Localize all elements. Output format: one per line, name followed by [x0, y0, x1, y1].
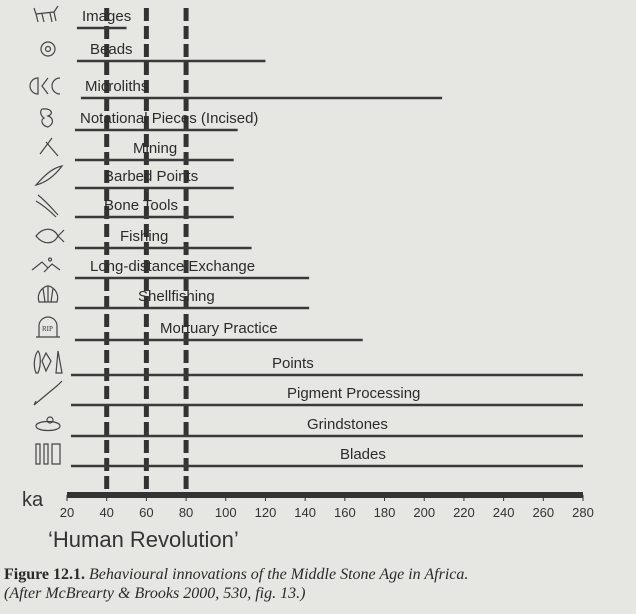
fish-icon: [35, 228, 65, 244]
x-tick-label: 260: [532, 505, 554, 520]
innovation-row: Barbed Points: [34, 165, 234, 190]
fish-icon-stroke: [35, 228, 65, 244]
microliths-icon-stroke: [29, 77, 61, 95]
stone-points-icon: [33, 350, 63, 374]
x-tick-label: 280: [572, 505, 594, 520]
innovation-row: Pigment Processing: [33, 380, 583, 407]
grindstone-icon: [35, 416, 61, 432]
innovation-row: Bone Tools: [35, 194, 234, 219]
innovation-row: Microliths: [29, 77, 443, 100]
axis-unit-label: ka: [22, 489, 44, 511]
bone-tool-icon: [35, 194, 59, 218]
innovation-row: Grindstones: [35, 416, 583, 438]
hands-exchange-icon-stroke: [31, 257, 61, 273]
hands-exchange-icon: [31, 257, 61, 273]
x-tick-label: 20: [60, 505, 74, 520]
innovation-row: Long-distance Exchange: [31, 257, 310, 280]
innovations-chart: Images Beads Microliths Notational Pieces (…: [22, 5, 594, 552]
innovation-label: Fishing: [120, 228, 168, 245]
blades-icon-stroke: [35, 443, 61, 465]
shell-icon: [37, 285, 59, 303]
caption-text: Behavioural innovations of the Middle St…: [89, 566, 469, 583]
grindstone-icon-stroke: [35, 420, 61, 432]
bone-tool-icon-stroke: [35, 194, 59, 218]
x-tick-label: 80: [179, 505, 193, 520]
shell-icon-stroke: [37, 285, 59, 303]
innovation-label: Shellfishing: [138, 288, 215, 305]
stone-points-icon-stroke: [33, 350, 63, 374]
bead-icon: [40, 41, 56, 57]
animal-painting-icon: [33, 5, 59, 23]
innovation-label: Notational Pieces (Incised): [80, 110, 258, 127]
brush-icon-stroke: [33, 380, 63, 406]
innovation-label: Mining: [133, 140, 177, 157]
x-tick-label: 160: [334, 505, 356, 520]
x-tick-label: 60: [139, 505, 153, 520]
gravestone-icon-stroke: [36, 316, 60, 338]
innovation-label: Long-distance Exchange: [90, 258, 255, 275]
innovation-row: Fishing: [35, 228, 252, 250]
innovation-label: Pigment Processing: [287, 385, 420, 402]
bead-icon-outer: [40, 41, 56, 57]
x-tick-label: 40: [99, 505, 113, 520]
innovation-row: Images: [33, 5, 131, 30]
innovation-row: Shellfishing: [37, 285, 310, 310]
innovation-row: Beads: [40, 41, 266, 63]
innovation-label: Blades: [340, 446, 386, 463]
pick-icon: [39, 137, 59, 157]
x-tick-label: 220: [453, 505, 475, 520]
innovation-label: Mortuary Practice: [160, 320, 278, 337]
innovation-label: Images: [82, 8, 131, 25]
rip-text: RIP: [42, 325, 53, 333]
incised-piece-icon-stroke: [40, 108, 54, 128]
human-revolution-label: ‘Human Revolution’: [48, 527, 239, 552]
animal-painting-icon-stroke: [33, 5, 59, 23]
gravestone-icon: RIP: [36, 316, 60, 338]
innovation-label: Barbed Points: [104, 168, 198, 185]
blades-icon: [35, 443, 61, 465]
innovation-label: Points: [272, 355, 314, 372]
x-tick-label: 140: [294, 505, 316, 520]
bead-icon-inner: [44, 45, 52, 53]
innovation-row: Notational Pieces (Incised): [40, 108, 258, 132]
grindstone-icon-stone: [46, 416, 54, 424]
figure-caption: Figure 12.1. Behavioural innovations of …: [4, 565, 468, 603]
innovation-label: Grindstones: [307, 416, 388, 433]
barbed-point-icon: [34, 165, 64, 187]
x-tick-label: 120: [255, 505, 277, 520]
x-tick-label: 100: [215, 505, 237, 520]
incised-piece-icon: [40, 108, 54, 128]
innovation-row: Points: [33, 350, 583, 377]
caption-source: (After McBrearty & Brooks 2000, 530, fig…: [4, 585, 306, 602]
x-tick-label: 240: [493, 505, 515, 520]
innovation-row: Blades: [35, 443, 583, 468]
x-tick-label: 200: [413, 505, 435, 520]
caption-label: Figure 12.1.: [4, 566, 86, 583]
brush-icon: [33, 380, 63, 406]
barbed-point-icon-stroke: [34, 165, 64, 187]
microliths-icon: [29, 77, 61, 95]
x-tick-label: 180: [374, 505, 396, 520]
innovation-label: Bone Tools: [104, 197, 178, 214]
innovation-label: Beads: [90, 41, 133, 58]
innovation-label: Microliths: [85, 78, 148, 95]
innovation-row: Mining: [39, 137, 234, 162]
pick-icon-stroke: [39, 137, 59, 157]
innovation-row: Mortuary Practice RIP: [36, 316, 363, 342]
